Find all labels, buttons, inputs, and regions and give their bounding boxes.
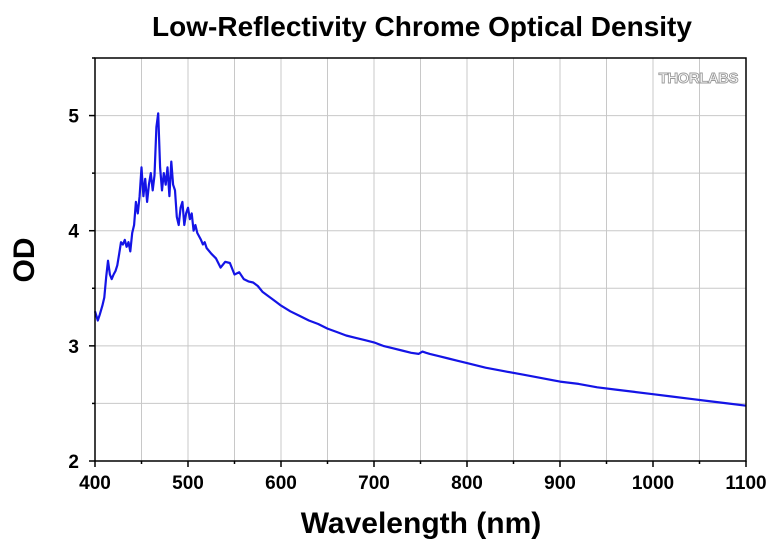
x-tick-label: 600 <box>265 473 297 494</box>
y-tick-label: 3 <box>68 337 79 358</box>
y-tick-label: 5 <box>68 107 79 128</box>
x-axis-label: Wavelength (nm) <box>301 507 542 540</box>
thorlabs-logo: THORLABS <box>659 70 739 87</box>
chart-title: Low-Reflectivity Chrome Optical Density <box>152 11 692 42</box>
x-tick-labels: 400 500 600 700 800 900 1000 1100 <box>79 473 766 494</box>
x-tick-label: 800 <box>451 473 483 494</box>
x-tick-label: 700 <box>358 473 390 494</box>
ticks <box>89 57 747 467</box>
y-axis-label: OD <box>8 238 41 283</box>
y-tick-label: 4 <box>68 222 79 243</box>
x-tick-label: 400 <box>79 473 111 494</box>
x-tick-label: 500 <box>172 473 204 494</box>
x-tick-label: 900 <box>544 473 576 494</box>
series-line-0 <box>93 112 747 407</box>
y-tick-label: 2 <box>68 452 79 473</box>
y-tick-labels: 2 3 4 5 <box>68 107 79 473</box>
series-group <box>93 112 747 407</box>
x-tick-label: 1100 <box>725 473 766 494</box>
grid <box>95 58 746 461</box>
x-tick-label: 1000 <box>632 473 674 494</box>
